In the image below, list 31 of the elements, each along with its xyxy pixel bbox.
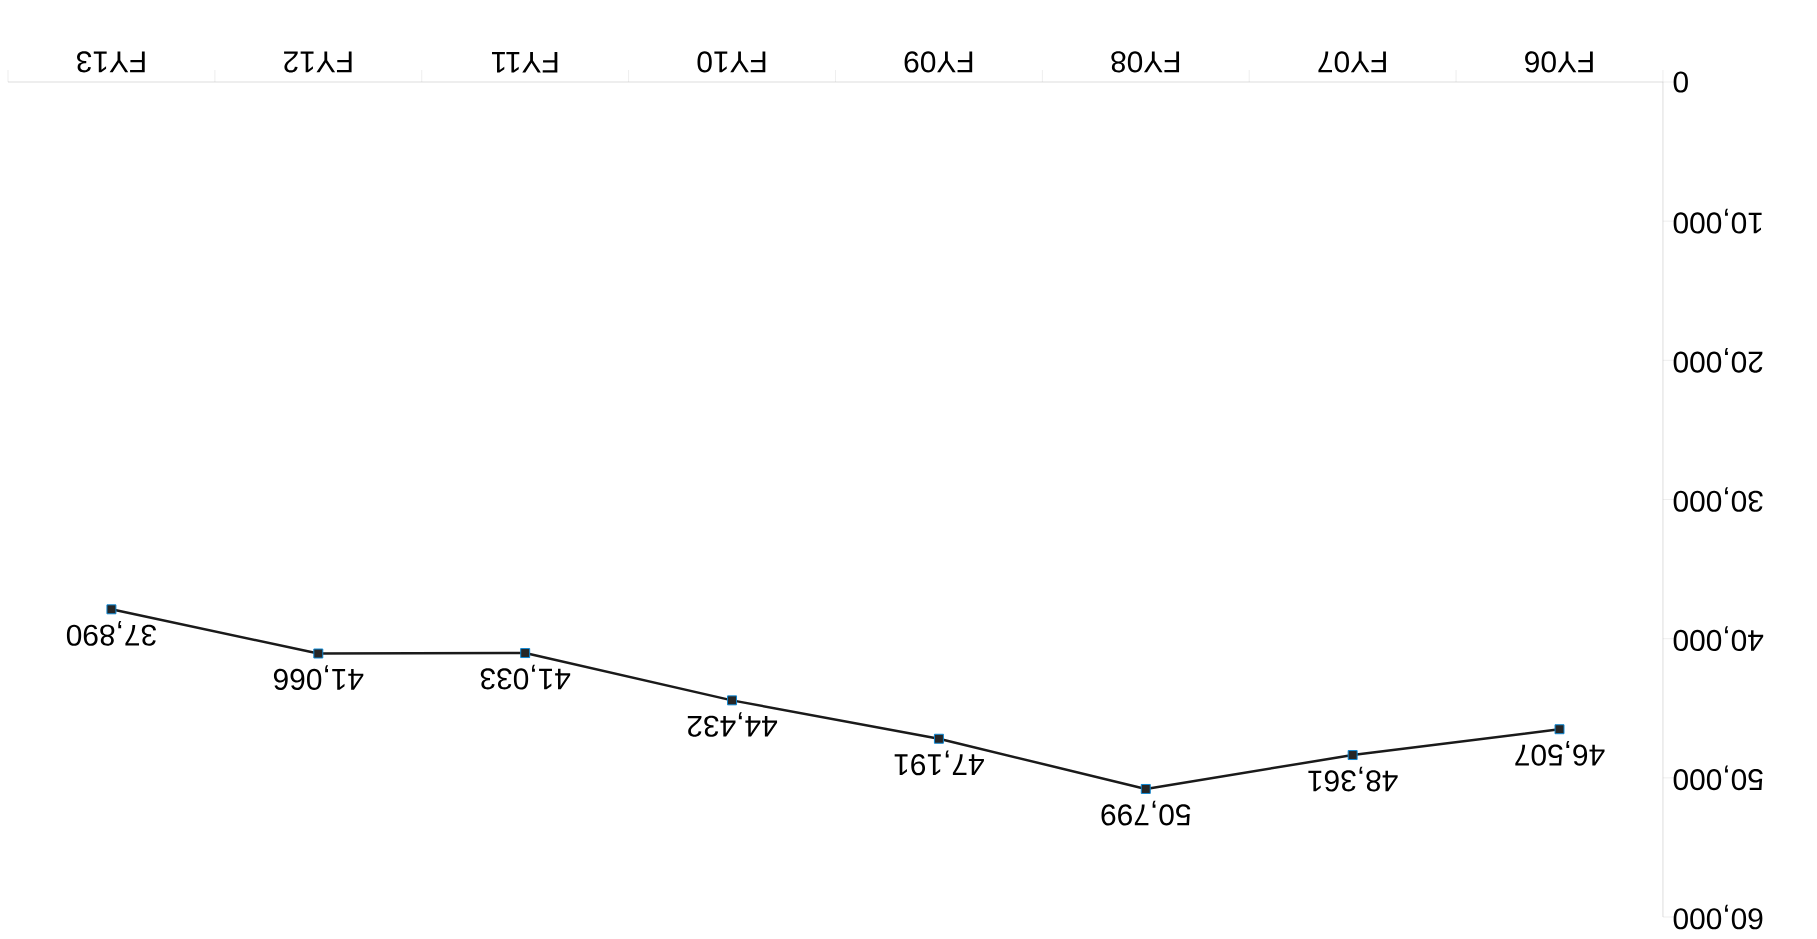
x-tick-label: FY06 bbox=[1525, 51, 1593, 73]
point bbox=[1554, 724, 1565, 735]
y-tick-label: 40,000 bbox=[1673, 626, 1764, 652]
x-tick-label: FY07 bbox=[1318, 51, 1386, 73]
y-tick-label: 10,000 bbox=[1673, 208, 1762, 234]
point bbox=[520, 648, 531, 659]
x-tick-label: FY12 bbox=[284, 51, 352, 73]
data-label: 37,890 bbox=[66, 621, 156, 646]
y-tick-label: 20,000 bbox=[1673, 347, 1763, 373]
data-label: 50,799 bbox=[1101, 800, 1191, 826]
point bbox=[313, 648, 324, 659]
x-tick-label: FY10 bbox=[697, 51, 766, 73]
point bbox=[106, 604, 117, 615]
data-label: 44,432 bbox=[687, 712, 778, 737]
point bbox=[933, 733, 944, 744]
x-tick-label: FY09 bbox=[904, 51, 973, 73]
point bbox=[1347, 750, 1358, 761]
point bbox=[727, 695, 738, 706]
y-tick-label: 30,000 bbox=[1673, 487, 1763, 512]
y-tick-label: 60,000 bbox=[1673, 904, 1763, 930]
x-tick-label: FY13 bbox=[77, 51, 145, 73]
data-label: 47,191 bbox=[894, 750, 984, 776]
x-tick-label: FY11 bbox=[492, 51, 558, 73]
y-tick-label: 0 bbox=[1673, 71, 1688, 93]
y-tick-label: 50,000 bbox=[1673, 765, 1763, 791]
x-tick-label: FY08 bbox=[1111, 51, 1180, 73]
data-label: 48,361 bbox=[1308, 766, 1398, 792]
data-label: 46,507 bbox=[1515, 741, 1605, 766]
data-label: 41,033 bbox=[480, 664, 571, 690]
data-label: 41,066 bbox=[273, 665, 364, 690]
point bbox=[1140, 783, 1151, 794]
